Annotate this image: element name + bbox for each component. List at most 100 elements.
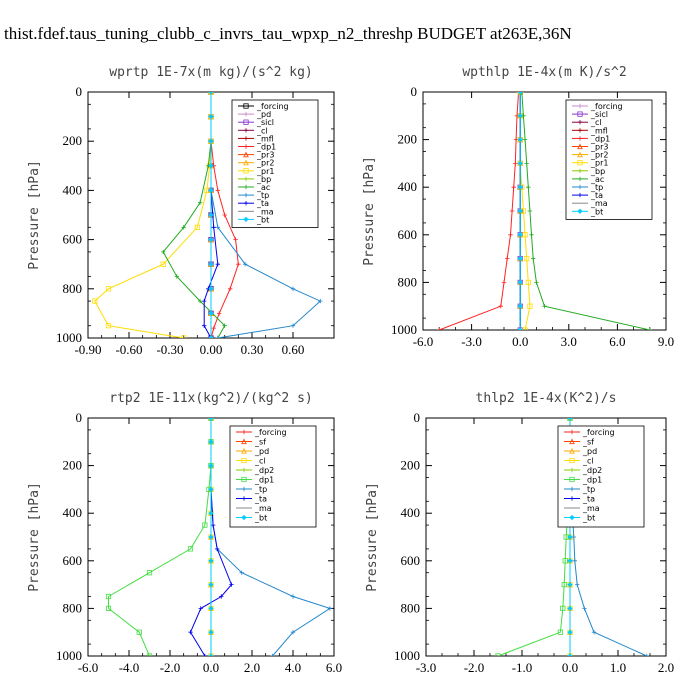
y-tick-label: 200 xyxy=(63,458,83,473)
y-tick-label: 600 xyxy=(398,227,418,242)
series-point-bt xyxy=(517,136,523,143)
legend-label: _tp xyxy=(590,183,603,192)
series-point-tp xyxy=(290,594,296,599)
series-point-ta xyxy=(215,262,221,267)
series-point-ac xyxy=(527,208,533,214)
legend-label: _cl xyxy=(582,457,594,466)
legend-label: _dp2 xyxy=(582,466,602,475)
series-point-bt xyxy=(567,558,573,564)
x-tick-label: 0.60 xyxy=(282,342,305,357)
legend-label: _ta xyxy=(582,495,595,504)
legend-marker xyxy=(569,467,575,473)
series-point-ta xyxy=(210,522,216,528)
legend-box xyxy=(565,99,653,220)
legend-marker xyxy=(241,514,247,521)
y-axis-label: Pressure [hPa] xyxy=(365,482,380,592)
series-point-pr1 xyxy=(522,327,528,330)
x-tick-label: 0.30 xyxy=(241,342,264,357)
y-tick-label: 1000 xyxy=(391,322,417,337)
legend-label: _ta xyxy=(256,199,269,208)
x-tick-label: -2.0 xyxy=(464,660,485,675)
x-tick-label: 6.0 xyxy=(609,334,625,349)
legend-box xyxy=(229,425,317,528)
legend-label: _sicl xyxy=(256,118,274,127)
series-point-tp xyxy=(290,630,296,635)
series-point-tp xyxy=(242,262,248,267)
y-axis-label: Pressure [hPa] xyxy=(27,482,42,592)
y-tick-label: 1000 xyxy=(56,648,82,663)
series-point-ac xyxy=(529,232,534,237)
series-point-pr1 xyxy=(194,224,200,230)
x-tick-label: -3.0 xyxy=(416,660,437,675)
series-point-ta xyxy=(229,582,234,587)
series-point-dp1 xyxy=(217,311,222,316)
x-tick-label: 6.0 xyxy=(326,660,342,675)
legend: _forcing_sf_pd_cl_dp2_dp1_tp_ta_ma_bt xyxy=(229,425,317,528)
series-point-dp1 xyxy=(215,188,221,193)
chart-title: wpthlp 1E-4x(m K)/s^2 xyxy=(462,65,626,80)
series-point-dp1 xyxy=(146,653,153,656)
plot-frame xyxy=(422,91,667,331)
series-point-pr1 xyxy=(92,298,98,304)
legend-label: _bt xyxy=(254,514,267,523)
legend-marker xyxy=(241,429,247,435)
series-point-tp xyxy=(644,653,649,656)
legend-label: _ta xyxy=(590,191,603,200)
series-point-dp1 xyxy=(513,161,518,166)
legend-box xyxy=(231,99,319,228)
x-tick-label: -0.90 xyxy=(74,342,101,357)
legend-label: _forcing xyxy=(256,102,289,111)
series-point-bt xyxy=(208,510,214,516)
series-point-bt xyxy=(208,286,214,292)
series-point-ac xyxy=(181,225,186,230)
y-tick-label: 0 xyxy=(76,84,83,99)
legend-marker xyxy=(577,176,583,182)
y-tick-label: 600 xyxy=(63,553,83,568)
series-point-tp xyxy=(290,286,296,291)
legend-label: _bt xyxy=(256,215,269,224)
legend-marker xyxy=(569,476,575,483)
series-point-dp1 xyxy=(105,593,112,600)
y-tick-label: 400 xyxy=(401,505,421,520)
legend-marker xyxy=(243,151,249,158)
series-point-tp xyxy=(327,606,333,611)
series-point-tp xyxy=(318,298,323,304)
series-point-bt xyxy=(517,255,523,262)
series-point-tp xyxy=(215,225,221,230)
legend-marker xyxy=(569,438,575,445)
legend-marker xyxy=(241,447,247,454)
series-point-bt xyxy=(208,187,214,194)
series-point-bt xyxy=(208,653,214,656)
series-point-dp1 xyxy=(202,522,208,528)
legend-label: _sicl xyxy=(590,110,608,119)
legend-label: _pd xyxy=(256,110,271,119)
series-point-dp1 xyxy=(233,237,238,242)
series-line-dp1 xyxy=(439,92,520,330)
series-point-dp1 xyxy=(211,325,216,331)
series-point-bt xyxy=(517,327,523,330)
series-point-dp1 xyxy=(222,212,227,218)
y-tick-label: 600 xyxy=(63,232,83,247)
legend: _forcing_sicl_cl_mfl_dp1_pr3_pr2_pr1_bp_… xyxy=(565,99,653,220)
legend-label: _pd xyxy=(582,447,597,456)
legend-marker xyxy=(577,120,583,125)
legend-label: _pr2 xyxy=(256,159,274,168)
y-tick-label: 600 xyxy=(401,553,421,568)
series-point-bt xyxy=(517,303,523,309)
series-point-dp1 xyxy=(136,629,142,635)
series-point-bt xyxy=(517,113,523,119)
legend-marker xyxy=(243,111,249,117)
legend-label: _dp1 xyxy=(590,134,610,143)
legend-marker xyxy=(569,486,575,492)
series-point-ta xyxy=(219,594,224,599)
series-point-bt xyxy=(208,439,214,445)
legend: _forcing_pd_sicl_cl_mfl_dp1_pr3_pr2_pr1_… xyxy=(231,99,319,228)
x-tick-label: 2.0 xyxy=(244,660,260,675)
series-point-pr1 xyxy=(524,255,530,262)
legend-label: _bt xyxy=(590,207,603,216)
y-tick-label: 200 xyxy=(398,132,418,147)
legend-marker xyxy=(243,176,249,182)
legend-label: _pr2 xyxy=(590,151,608,160)
legend-marker xyxy=(577,128,583,133)
series-point-dp1 xyxy=(508,232,513,237)
